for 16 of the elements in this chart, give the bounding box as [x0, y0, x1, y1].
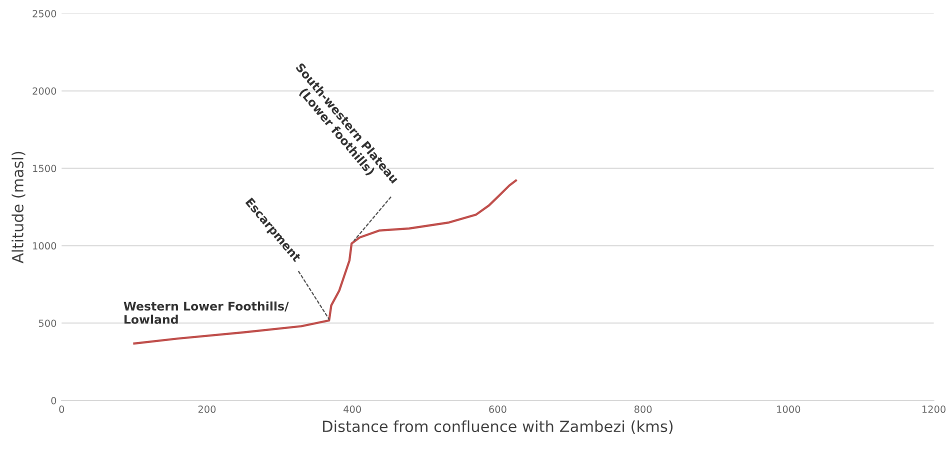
x-tick-label: 800 — [634, 406, 652, 413]
y-tick-label: 0 — [51, 396, 56, 404]
x-axis-title: Distance from confluence with Zambezi (kms) — [323, 420, 673, 434]
x-tick-label: 600 — [489, 406, 506, 413]
x-tick-label: 1000 — [777, 406, 800, 413]
annotation: Western Lower Foothills/ Lowland — [124, 301, 289, 324]
y-tick-label: 1000 — [33, 242, 56, 250]
x-tick-label: 0 — [59, 406, 64, 413]
x-tick-label: 1200 — [922, 406, 946, 413]
y-tick-label: 500 — [38, 320, 56, 327]
x-tick-label: 200 — [198, 406, 216, 413]
y-axis-title: Altitude (masl) — [12, 152, 26, 264]
x-tick-label: 400 — [344, 406, 361, 413]
y-tick-label: 2500 — [32, 10, 56, 18]
y-tick-label: 1500 — [33, 164, 56, 172]
y-tick-label: 2000 — [32, 87, 56, 95]
